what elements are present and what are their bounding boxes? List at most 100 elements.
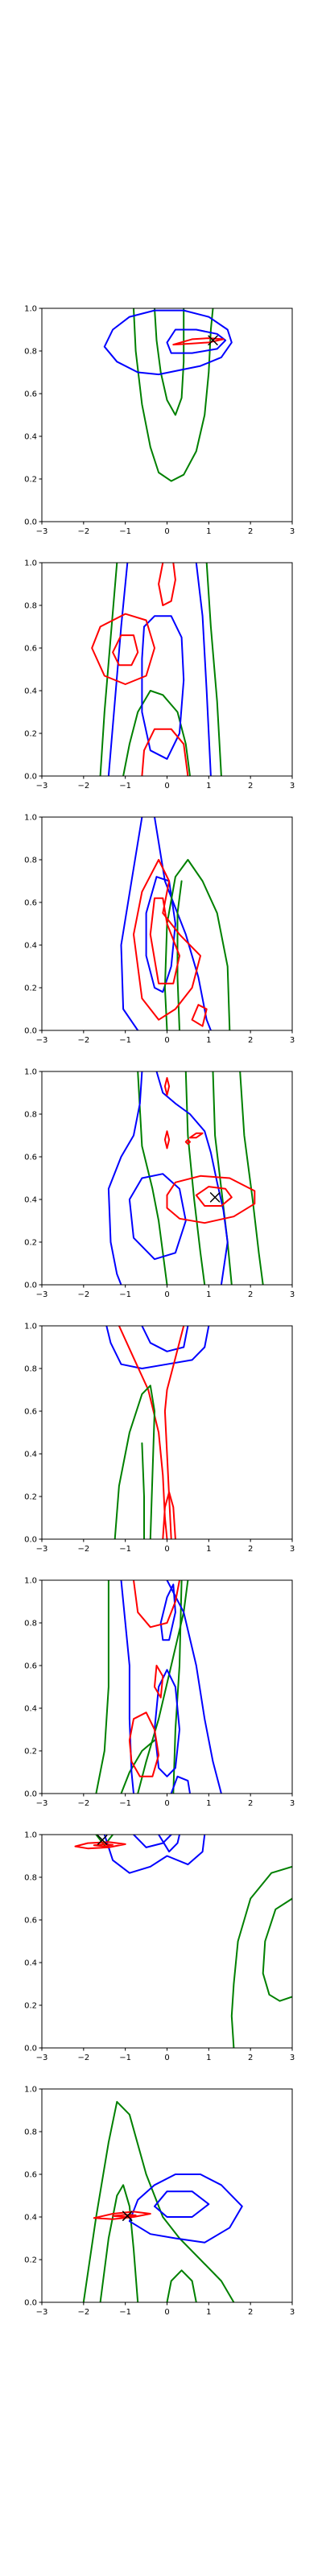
y-tick-label: 1.0 <box>24 1577 37 1586</box>
green-contour-line <box>230 1865 292 2048</box>
y-tick-label: 0.2 <box>24 1239 37 1248</box>
x-tick-label: 0 <box>164 782 169 791</box>
green-contour-line <box>163 859 231 1030</box>
x-tick-label: 2 <box>248 782 253 791</box>
x-tick-label: −2 <box>77 1036 89 1045</box>
red-contour-line <box>163 1077 171 1096</box>
y-tick-label: 0.8 <box>24 348 37 357</box>
x-tick-label: 1 <box>206 782 211 791</box>
y-tick-label: 0.4 <box>24 942 37 951</box>
x-tick-label: −3 <box>36 1799 48 1808</box>
y-tick-label: 0.2 <box>24 2002 37 2011</box>
x-tick-label: −1 <box>119 782 131 791</box>
y-tick-label: 0.6 <box>24 645 37 654</box>
y-tick-label: 0.0 <box>24 1027 37 1036</box>
y-tick-label: 0.2 <box>24 2256 37 2265</box>
y-tick-label: 0.6 <box>24 1917 37 1926</box>
red-contour-line <box>112 634 139 667</box>
y-tick-label: 0.2 <box>24 476 37 485</box>
x-tick-label: 2 <box>248 2054 253 2062</box>
axes-frame <box>41 1325 293 1540</box>
y-tick-label: 0.0 <box>24 2299 37 2308</box>
x-tick-label: −3 <box>36 2054 48 2062</box>
blue-contour-line <box>154 1669 180 1777</box>
green-contour-line <box>99 563 118 776</box>
y-tick-label: 0.2 <box>24 730 37 739</box>
x-tick-label: 1 <box>206 1290 211 1299</box>
x-tick-label: −3 <box>36 1290 48 1299</box>
x-tick-label: 2 <box>248 2308 253 2317</box>
blue-contour-line <box>107 563 129 776</box>
red-contour-line <box>163 1326 185 1539</box>
red-contour-line <box>154 1665 164 1699</box>
blue-contour-line <box>154 817 212 1030</box>
x-tick-label: −2 <box>77 527 89 536</box>
blue-contour-line <box>166 328 227 354</box>
y-tick-label: 0.8 <box>24 1620 37 1629</box>
x-tick-label: 3 <box>290 2308 295 2317</box>
red-contour-line <box>172 337 225 346</box>
x-marker <box>97 1835 108 1845</box>
panel-7: −3 −2 −1 0 1 2 3 0.0 0.2 0.4 0.6 0.8 1.0 <box>24 1831 295 2063</box>
x-tick-label: −2 <box>77 1545 89 1554</box>
x-tick-label: 2 <box>248 1290 253 1299</box>
blue-contour-line <box>195 563 212 776</box>
panel-5: −3 −2 −1 0 1 2 3 0.0 0.2 0.4 0.6 0.8 1.0 <box>24 1323 295 1554</box>
blue-contour-line <box>103 309 233 376</box>
plot-area <box>105 1326 210 1539</box>
red-contour-line <box>133 859 201 1021</box>
red-contour-line <box>189 1132 204 1139</box>
x-tick-label: 1 <box>206 1036 211 1045</box>
axes-frame <box>41 2088 293 2303</box>
x-tick-label: −2 <box>77 2054 89 2062</box>
x-tick-label: 1 <box>206 1799 211 1808</box>
x-tick-label: −2 <box>77 1290 89 1299</box>
y-tick-label: 1.0 <box>24 1831 37 1840</box>
red-contour-line <box>93 1843 114 1847</box>
x-tick-label: 3 <box>290 527 295 536</box>
y-tick-label: 0.4 <box>24 687 37 696</box>
x-tick-label: 0 <box>164 2308 169 2317</box>
red-contour-line <box>158 563 176 606</box>
y-tick-label: 0.6 <box>24 1408 37 1417</box>
green-contour-line <box>172 1580 183 1794</box>
x-tick-label: −3 <box>36 1545 48 1554</box>
x-marker <box>208 335 218 345</box>
red-contour-line <box>162 1491 176 1539</box>
y-tick-label: 0.6 <box>24 2171 37 2180</box>
y-tick-label: 0.2 <box>24 985 37 993</box>
x-tick-label: 3 <box>290 1799 295 1808</box>
y-tick-label: 0.8 <box>24 602 37 611</box>
green-contour-line <box>137 1071 168 1285</box>
x-tick-label: 3 <box>290 782 295 791</box>
x-tick-label: −3 <box>36 782 48 791</box>
y-tick-label: 0.4 <box>24 1705 37 1714</box>
y-tick-label: 1.0 <box>24 814 37 823</box>
x-marker <box>209 1192 221 1203</box>
x-tick-label: −3 <box>36 1036 48 1045</box>
blue-contour-line <box>170 1775 191 1794</box>
x-tick-label: 2 <box>248 1036 253 1045</box>
blue-contour-line <box>141 1326 189 1352</box>
y-tick-label: 0.0 <box>24 518 37 527</box>
y-tick-label: 0.0 <box>24 1790 37 1799</box>
y-tick-label: 0.8 <box>24 1365 37 1374</box>
x-tick-label: 2 <box>248 1799 253 1808</box>
blue-contour-line <box>155 1071 229 1285</box>
red-contour-line <box>118 1326 168 1539</box>
green-contour-line <box>99 2184 139 2302</box>
panel-4: −3 −2 −1 0 1 2 3 0.0 0.2 0.4 0.6 0.8 1.0 <box>24 1068 295 1300</box>
y-tick-label: 0.0 <box>24 1536 37 1545</box>
red-contour-line <box>91 613 155 685</box>
plot-area <box>107 1071 264 1285</box>
y-tick-label: 0.0 <box>24 773 37 782</box>
blue-contour-line <box>120 1580 134 1794</box>
green-contour-line <box>176 880 183 1030</box>
x-tick-label: 0 <box>164 527 169 536</box>
green-contour-line <box>205 563 222 776</box>
green-contour-line <box>122 690 191 776</box>
green-contour-line <box>262 1897 292 2002</box>
y-tick-label: 0.8 <box>24 1874 37 1883</box>
blue-contour-line <box>158 1835 180 1853</box>
y-tick-label: 0.4 <box>24 1196 37 1205</box>
